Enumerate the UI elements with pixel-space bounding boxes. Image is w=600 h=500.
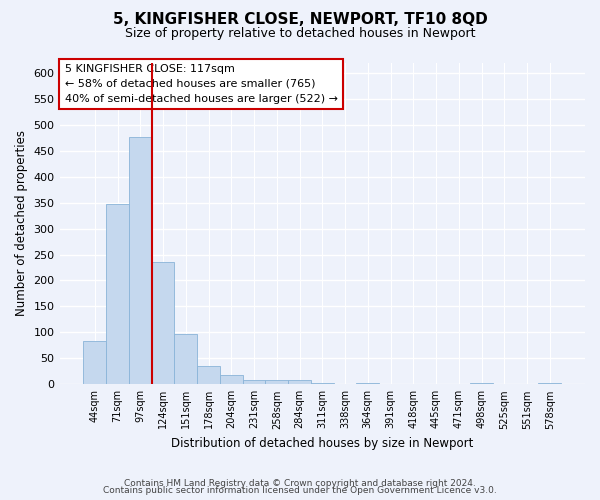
Text: Contains HM Land Registry data © Crown copyright and database right 2024.: Contains HM Land Registry data © Crown c… <box>124 478 476 488</box>
Bar <box>152 262 175 384</box>
Bar <box>197 366 220 384</box>
Bar <box>175 334 197 384</box>
Bar <box>106 204 129 384</box>
Y-axis label: Number of detached properties: Number of detached properties <box>15 130 28 316</box>
X-axis label: Distribution of detached houses by size in Newport: Distribution of detached houses by size … <box>171 437 473 450</box>
Text: 5 KINGFISHER CLOSE: 117sqm
← 58% of detached houses are smaller (765)
40% of sem: 5 KINGFISHER CLOSE: 117sqm ← 58% of deta… <box>65 64 338 104</box>
Bar <box>83 341 106 384</box>
Bar <box>265 380 288 384</box>
Bar <box>288 380 311 384</box>
Bar <box>129 136 152 384</box>
Text: 5, KINGFISHER CLOSE, NEWPORT, TF10 8QD: 5, KINGFISHER CLOSE, NEWPORT, TF10 8QD <box>113 12 487 28</box>
Text: Size of property relative to detached houses in Newport: Size of property relative to detached ho… <box>125 28 475 40</box>
Text: Contains public sector information licensed under the Open Government Licence v3: Contains public sector information licen… <box>103 486 497 495</box>
Bar <box>220 375 242 384</box>
Bar <box>242 380 265 384</box>
